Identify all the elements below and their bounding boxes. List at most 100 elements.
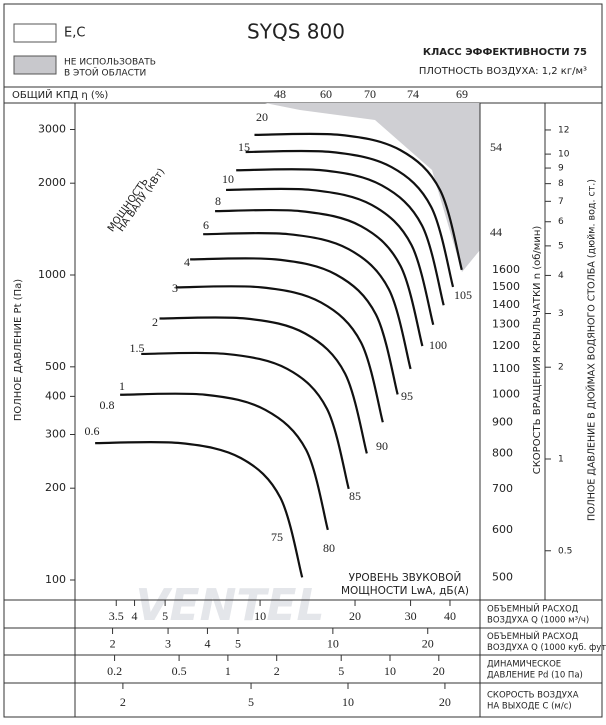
speed-curve xyxy=(203,231,412,370)
y-tick-label: 3000 xyxy=(38,122,66,135)
power-label: 0.6 xyxy=(85,424,100,438)
x-tick-label: 20 xyxy=(433,664,445,678)
y-tick-label: 100 xyxy=(45,573,66,586)
y-tick-label: 400 xyxy=(45,389,66,402)
power-label: 1.5 xyxy=(130,341,145,355)
speed-curve xyxy=(245,149,455,288)
x-tick-label: 40 xyxy=(444,609,456,623)
power-label: 0.8 xyxy=(100,398,115,412)
y-tick-label: 300 xyxy=(45,427,66,440)
watermark: VENTEL xyxy=(135,580,324,631)
speed-curve xyxy=(215,208,424,347)
x-tick-label: 10 xyxy=(254,609,266,623)
y2-tick-label: 12 xyxy=(558,125,569,135)
x-tick-label: 3 xyxy=(165,636,171,650)
power-label: 3 xyxy=(172,281,178,295)
power-label: 1 xyxy=(119,379,125,393)
speed-curve xyxy=(254,132,463,271)
speed-axis-label: СКОРОСТЬ ВРАЩЕНИЯ КРЫЛЬЧАТКИ n (об/мин) xyxy=(532,226,543,475)
y2-tick-label: 1 xyxy=(558,454,564,464)
speed-curve xyxy=(95,440,304,578)
x-tick-label: 10 xyxy=(384,664,396,678)
y2-tick-label: 9 xyxy=(558,164,564,174)
speed-label: 800 xyxy=(492,446,513,459)
legend-label: НЕ ИСПОЛЬЗОВАТЬ xyxy=(64,58,156,68)
speed-label: 1600 xyxy=(492,263,520,276)
efficiency-label: 48 xyxy=(274,87,286,101)
x-tick-label: 3.5 xyxy=(109,609,124,623)
y-axis-label: ПОЛНОЕ ДАВЛЕНИЕ Pt (Па) xyxy=(13,279,24,421)
scale-label: ВОЗДУХА Q (1000 м³/ч) xyxy=(487,616,589,626)
noise-label: 90 xyxy=(376,439,388,453)
x-tick-label: 10 xyxy=(327,636,339,650)
x-tick-label: 30 xyxy=(405,609,417,623)
y2-tick-label: 7 xyxy=(558,197,564,207)
noise-title: УРОВЕНЬ ЗВУКОВОЙ xyxy=(349,571,462,584)
x-tick-label: 20 xyxy=(349,609,361,623)
efficiency-label: 69 xyxy=(456,87,468,101)
efficiency-label: 60 xyxy=(320,87,332,101)
x-tick-label: 1 xyxy=(225,664,231,678)
power-label: 8 xyxy=(215,194,221,208)
noise-label: 100 xyxy=(429,338,447,352)
y2-axis-label: ПОЛНОЕ ДАВЛЕНИЕ В ДЮЙМАХ ВОДЯНОГО СТОЛБА… xyxy=(586,179,598,521)
speed-label: 1100 xyxy=(492,362,520,375)
scale-label: ОБЪЕМНЫЙ РАСХОД xyxy=(487,630,579,642)
scale-label: НА ВЫХОДЕ C (м/с) xyxy=(487,702,572,712)
noise-title: МОЩНОСТИ LwA, дБ(A) xyxy=(341,585,469,597)
y-tick-label: 1000 xyxy=(38,268,66,281)
x-tick-label: 0.5 xyxy=(172,664,187,678)
efficiency-label: 74 xyxy=(407,87,419,101)
x-tick-label: 20 xyxy=(439,695,451,709)
legend-label: В ЭТОЙ ОБЛАСТИ xyxy=(64,67,146,79)
speed-label: 500 xyxy=(492,570,513,583)
speed-curve xyxy=(175,285,384,423)
y2-tick-label: 10 xyxy=(558,150,570,160)
legend-label: E,C xyxy=(64,26,85,41)
y2-tick-label: 0.5 xyxy=(558,546,572,556)
power-label: 15 xyxy=(238,140,250,154)
y-tick-label: 200 xyxy=(45,481,66,494)
speed-curve xyxy=(120,392,329,531)
y2-tick-label: 6 xyxy=(558,217,564,227)
speed-curve xyxy=(236,168,445,306)
speed-curve xyxy=(159,316,368,454)
noise-label: 75 xyxy=(271,530,283,544)
efficiency-label: 70 xyxy=(364,87,376,101)
speed-label: 1400 xyxy=(492,298,520,311)
speed-curve xyxy=(190,257,399,395)
speed-label: 1200 xyxy=(492,339,520,352)
y2-tick-label: 5 xyxy=(558,241,564,251)
x-tick-label: 0.2 xyxy=(107,664,122,678)
chart-title: SYQS 800 xyxy=(247,20,345,44)
x-tick-label: 20 xyxy=(422,636,434,650)
noise-label: 95 xyxy=(401,389,413,403)
speed-label: 1500 xyxy=(492,280,520,293)
y2-tick-label: 3 xyxy=(558,309,564,319)
speed-label: 1300 xyxy=(492,318,520,331)
legend-swatch xyxy=(13,23,57,43)
scale-label: ДИНАМИЧЕСКОЕ xyxy=(487,660,561,670)
scale-label: СКОРОСТЬ ВОЗДУХА xyxy=(487,691,579,701)
noise-label: 80 xyxy=(323,541,335,555)
y2-tick-label: 2 xyxy=(558,363,564,373)
x-tick-label: 10 xyxy=(342,695,354,709)
efficiency-label: 54 xyxy=(490,140,502,154)
x-tick-label: 5 xyxy=(338,664,344,678)
speed-curve xyxy=(226,187,435,326)
scale-label: ОБЪЕМНЫЙ РАСХОД xyxy=(487,603,579,615)
speed-label: 600 xyxy=(492,523,513,536)
power-label: 6 xyxy=(203,218,209,232)
power-label: 2 xyxy=(152,315,158,329)
speed-curve xyxy=(141,351,350,490)
power-label: 20 xyxy=(256,110,268,124)
efficiency-label: 44 xyxy=(490,225,502,239)
x-tick-label: 5 xyxy=(235,636,241,650)
y2-tick-label: 8 xyxy=(558,179,564,189)
scale-label: ДАВЛЕНИЕ Pd (10 Па) xyxy=(487,671,583,681)
x-tick-label: 2 xyxy=(110,636,116,650)
speed-label: 1000 xyxy=(492,387,520,400)
y2-tick-label: 4 xyxy=(558,271,564,281)
frame xyxy=(3,3,603,718)
